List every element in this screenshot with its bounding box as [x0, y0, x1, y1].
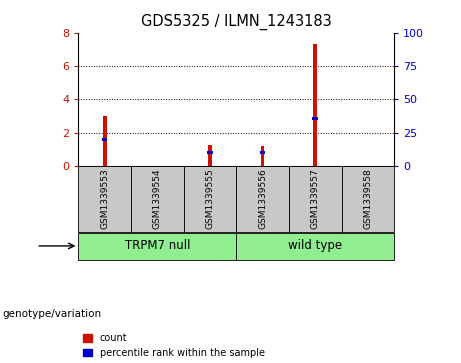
- Bar: [313, 117, 318, 120]
- Bar: [207, 151, 213, 154]
- Text: GSM1339557: GSM1339557: [311, 169, 320, 229]
- Text: GSM1339554: GSM1339554: [153, 169, 162, 229]
- Bar: [103, 116, 106, 166]
- Bar: [208, 144, 212, 166]
- Bar: [261, 146, 265, 166]
- FancyBboxPatch shape: [342, 166, 394, 232]
- Text: genotype/variation: genotype/variation: [2, 309, 101, 319]
- Bar: [313, 44, 317, 166]
- Bar: [260, 151, 266, 154]
- Text: GSM1339558: GSM1339558: [363, 169, 372, 229]
- Text: GSM1339556: GSM1339556: [258, 169, 267, 229]
- FancyBboxPatch shape: [183, 166, 236, 232]
- FancyBboxPatch shape: [131, 166, 183, 232]
- FancyBboxPatch shape: [289, 166, 342, 232]
- Text: TRPM7 null: TRPM7 null: [124, 240, 190, 252]
- Title: GDS5325 / ILMN_1243183: GDS5325 / ILMN_1243183: [141, 14, 331, 30]
- FancyBboxPatch shape: [78, 166, 131, 232]
- FancyBboxPatch shape: [236, 166, 289, 232]
- Text: wild type: wild type: [288, 240, 342, 252]
- Text: GSM1339555: GSM1339555: [206, 169, 214, 229]
- FancyBboxPatch shape: [78, 233, 236, 260]
- Legend: count, percentile rank within the sample: count, percentile rank within the sample: [83, 333, 265, 358]
- FancyBboxPatch shape: [236, 233, 394, 260]
- Bar: [102, 138, 107, 141]
- Text: GSM1339553: GSM1339553: [100, 169, 109, 229]
